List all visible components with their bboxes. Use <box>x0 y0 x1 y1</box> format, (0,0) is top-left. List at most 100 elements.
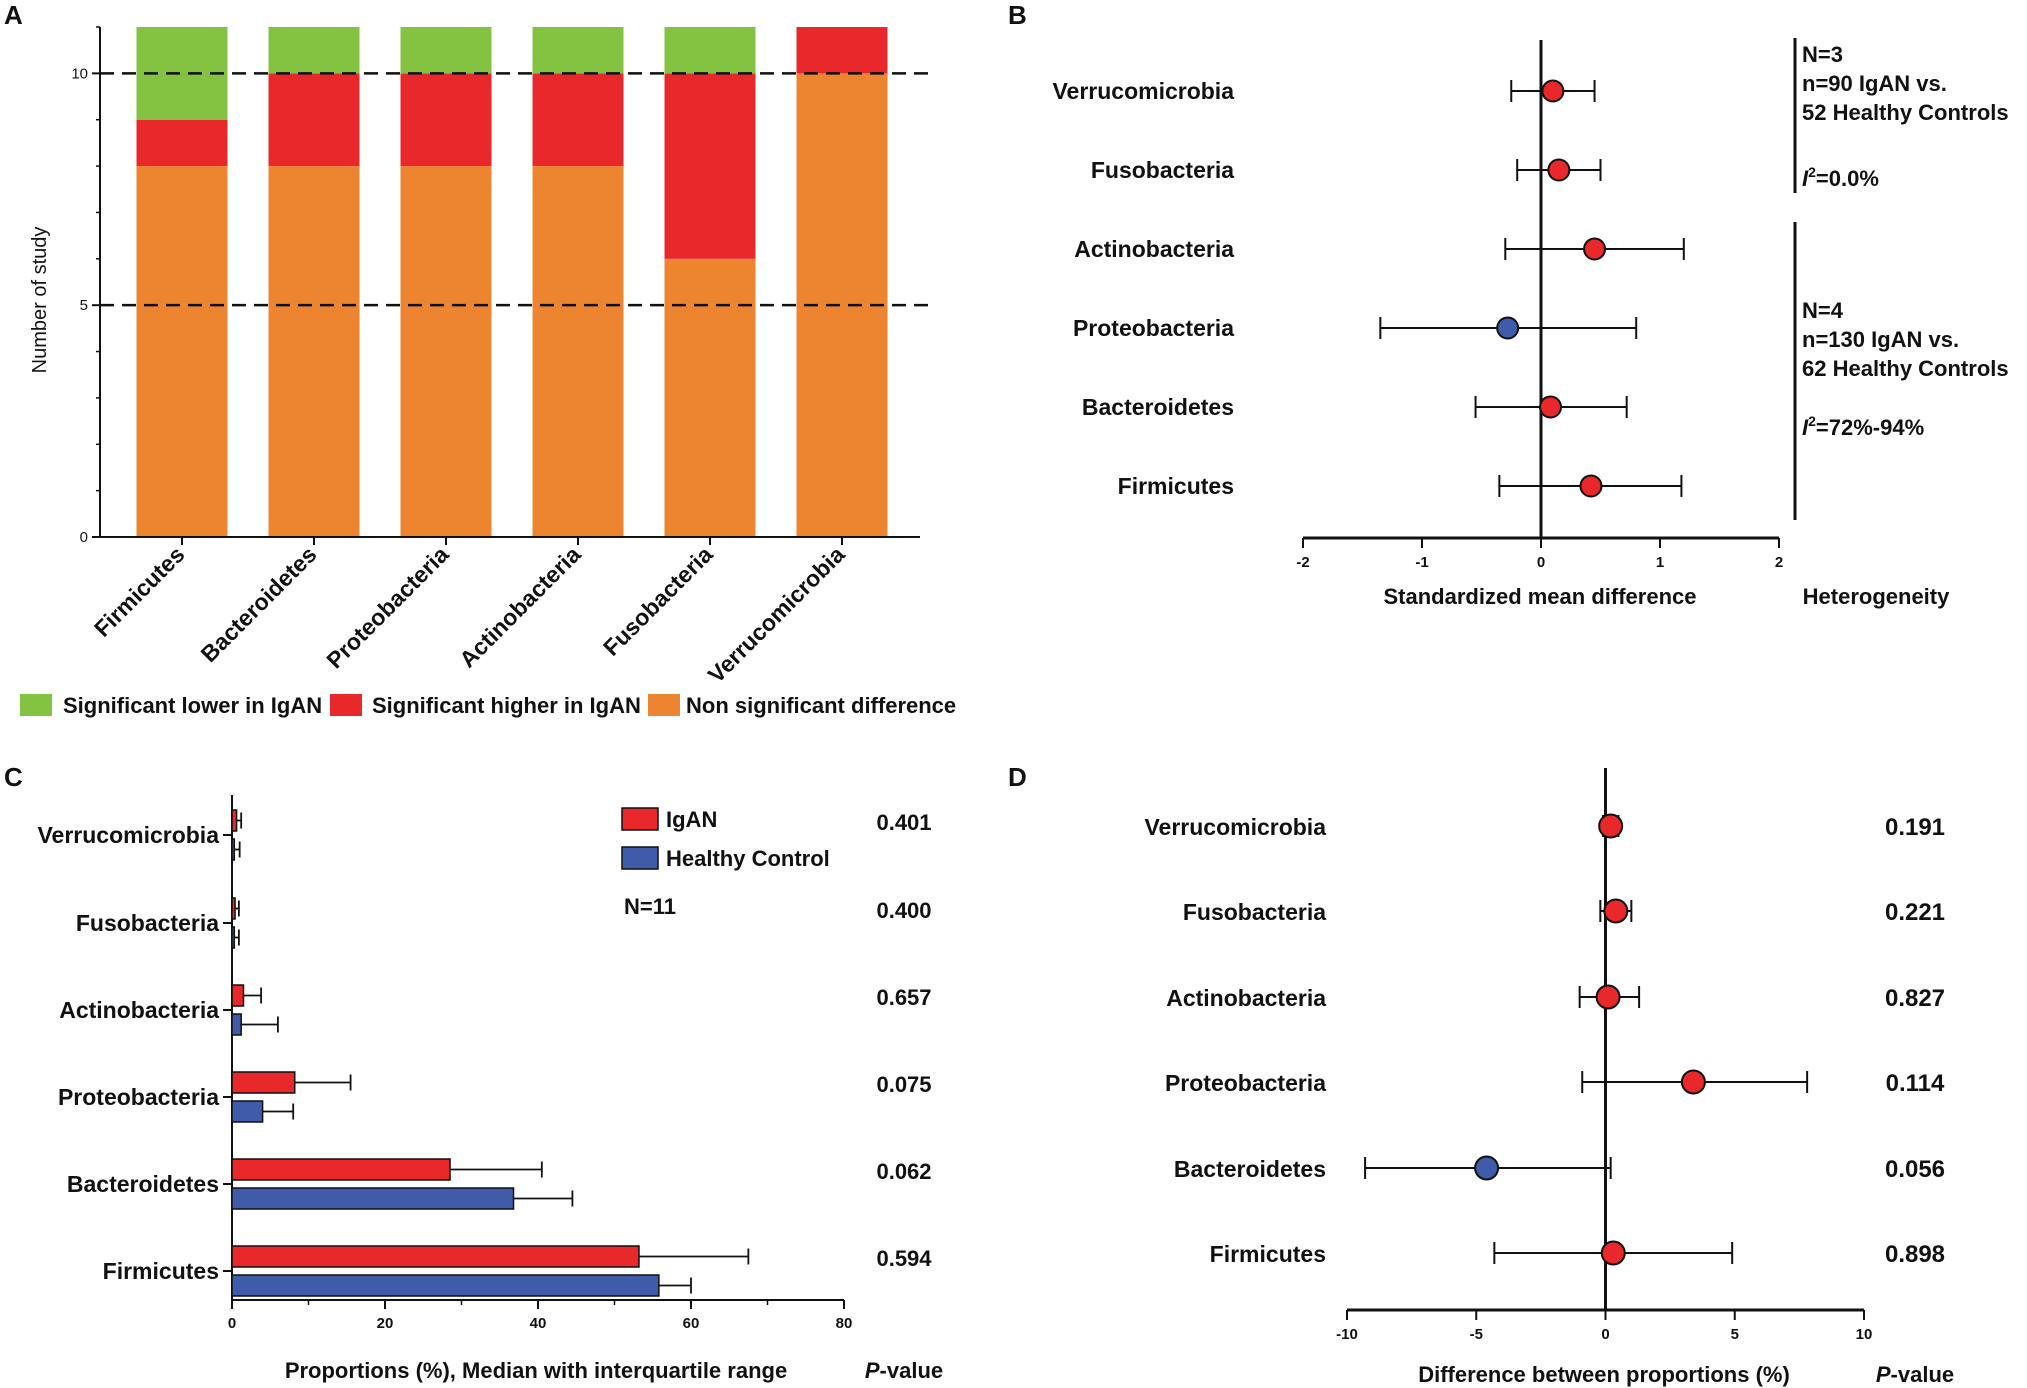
row-label-bacteroidetes: Bacteroidetes <box>1174 1156 1326 1182</box>
bar-firmicutes-healthy-control <box>231 1274 660 1297</box>
x-tick-label-60: 60 <box>683 1315 700 1332</box>
row-label-verrucomicrobia: Verrucomicrobia <box>37 822 219 848</box>
panel-d-pvalue-title: P-value <box>1876 1362 1954 1387</box>
panel-b-x-axis-title: Standardized mean difference <box>1384 584 1697 609</box>
bar-firmicutes-significant-higher-in-igan <box>136 119 228 167</box>
heterogeneity-i2-1: I2=0.0% <box>1802 164 1879 191</box>
legend-swatch-significant-higher-in-igan <box>330 694 362 716</box>
point-bacteroidetes <box>1474 1155 1500 1181</box>
row-label-proteobacteria: Proteobacteria <box>58 1084 219 1110</box>
x-tick-label-0: 0 <box>228 1315 236 1332</box>
panel-c-pvalue-title: P-value <box>865 1358 943 1383</box>
x-tick-label-80: 80 <box>836 1315 853 1332</box>
bar-verrucomicrobia-igan <box>231 809 238 832</box>
bar-proteobacteria-healthy-control <box>231 1100 264 1123</box>
bar-fusobacteria-igan <box>231 897 236 920</box>
y-tick-label-5: 5 <box>80 297 88 314</box>
row-label-bacteroidetes: Bacteroidetes <box>1082 394 1234 420</box>
pvalue-actinobacteria: 0.657 <box>876 985 931 1010</box>
heterogeneity-line-2-3: 62 Healthy Controls <box>1802 356 2009 381</box>
pvalue-actinobacteria: 0.827 <box>1885 985 1945 1012</box>
point-actinobacteria <box>1583 237 1607 261</box>
panel-c-x-axis-title: Proportions (%), Median with interquarti… <box>285 1358 787 1383</box>
bar-verrucomicrobia-healthy-control <box>231 838 236 861</box>
row-label-bacteroidetes: Bacteroidetes <box>67 1171 219 1197</box>
pvalue-proteobacteria: 0.075 <box>876 1072 931 1097</box>
bar-firmicutes-non-significant-difference <box>136 166 228 537</box>
bar-fusobacteria-significant-higher-in-igan <box>664 73 756 259</box>
bar-bacteroidetes-igan <box>231 1158 451 1181</box>
pvalue-bacteroidetes: 0.056 <box>1885 1156 1945 1183</box>
bar-bacteroidetes-significant-lower-in-igan <box>268 27 360 74</box>
point-actinobacteria <box>1595 984 1621 1010</box>
panel-d-forest-plot: -10 -5 0 5 10 Verrucomicrobia 0.191 Fusobacteri… <box>1144 768 1954 1387</box>
legend-label-igan: IgAN <box>666 807 717 832</box>
panel-d-x-axis-title: Difference between proportions (%) <box>1418 1362 1790 1387</box>
bar-proteobacteria-non-significant-difference <box>400 166 492 537</box>
legend-swatch-igan <box>621 807 659 831</box>
bar-verrucomicrobia-significant-higher-in-igan <box>796 27 888 74</box>
x-tick-label-20: 20 <box>377 1315 394 1332</box>
heterogeneity-line-1-2: n=90 IgAN vs. <box>1802 71 1947 96</box>
row-label-fusobacteria: Fusobacteria <box>76 910 219 936</box>
x-tick-label-5: 5 <box>1731 1326 1739 1343</box>
bar-actinobacteria-igan <box>231 984 245 1007</box>
point-firmicutes <box>1600 1240 1626 1266</box>
row-label-verrucomicrobia: Verrucomicrobia <box>1052 78 1234 104</box>
y-tick-label-0: 0 <box>80 529 88 546</box>
y-tick-label-10: 10 <box>71 65 88 82</box>
pvalue-verrucomicrobia: 0.401 <box>876 810 931 835</box>
panel-b-heterogeneity-title: Heterogeneity <box>1803 584 1950 609</box>
bar-fusobacteria-healthy-control <box>231 926 236 949</box>
x-tick-label-1: 1 <box>1656 554 1664 571</box>
bar-proteobacteria-significant-higher-in-igan <box>400 73 492 167</box>
x-tick-label--5: -5 <box>1470 1326 1483 1343</box>
bar-proteobacteria-igan <box>231 1071 296 1094</box>
bar-actinobacteria-significant-higher-in-igan <box>532 73 624 167</box>
x-tick-label-10: 10 <box>1856 1326 1873 1343</box>
heterogeneity-line-2-2: n=130 IgAN vs. <box>1802 327 1959 352</box>
panel-b-forest-plot: -2 -1 0 1 2 Verrucomicrobia Fusobacteria Actino… <box>1052 38 2009 609</box>
x-tick-label-fusobacteria: Fusobacteria <box>598 541 718 661</box>
point-firmicutes <box>1579 474 1603 498</box>
pvalue-firmicutes: 0.594 <box>876 1246 932 1271</box>
x-tick-label--1: -1 <box>1415 554 1428 571</box>
x-tick-label-actinobacteria: Actinobacteria <box>454 541 586 673</box>
point-fusobacteria <box>1547 158 1571 182</box>
pvalue-verrucomicrobia: 0.191 <box>1885 814 1945 841</box>
row-label-fusobacteria: Fusobacteria <box>1091 157 1234 183</box>
row-label-actinobacteria: Actinobacteria <box>59 997 219 1023</box>
x-tick-label-firmicutes: Firmicutes <box>89 541 190 642</box>
pvalue-proteobacteria: 0.114 <box>1886 1070 1945 1097</box>
x-tick-label-0: 0 <box>1601 1326 1609 1343</box>
point-verrucomicrobia <box>1598 813 1624 839</box>
row-label-actinobacteria: Actinobacteria <box>1074 236 1234 262</box>
pvalue-firmicutes: 0.898 <box>1885 1241 1945 1268</box>
bar-fusobacteria-significant-lower-in-igan <box>664 27 756 74</box>
heterogeneity-i2-2: I2=72%-94% <box>1802 413 1924 440</box>
panel-a-stacked-bar-chart: Number of study Firmicutes Bacteroidetes P… <box>20 26 956 718</box>
legend-label-healthy-control: Healthy Control <box>666 846 830 871</box>
legend-swatch-healthy-control <box>621 846 659 870</box>
row-label-firmicutes: Firmicutes <box>1118 473 1234 499</box>
heterogeneity-line-1-3: 52 Healthy Controls <box>1802 100 2009 125</box>
legend-label-significant-higher-in-igan: Significant higher in IgAN <box>372 693 641 718</box>
row-label-firmicutes: Firmicutes <box>1210 1241 1326 1267</box>
pvalue-fusobacteria: 0.221 <box>1885 899 1945 926</box>
row-label-actinobacteria: Actinobacteria <box>1166 985 1326 1011</box>
legend-swatch-significant-lower-in-igan <box>20 694 52 716</box>
pvalue-fusobacteria: 0.400 <box>876 898 931 923</box>
row-label-verrucomicrobia: Verrucomicrobia <box>1144 814 1326 840</box>
panel-c-horizontal-bar-chart: 0 20 40 60 80 Verrucomicrobia 0.401 Fusobacteri… <box>37 795 943 1383</box>
legend-swatch-non-significant-difference <box>648 694 680 716</box>
panel-letter-b: B <box>1008 0 1027 30</box>
panel-letter-c: C <box>4 762 23 792</box>
point-proteobacteria <box>1496 316 1520 340</box>
x-tick-label-40: 40 <box>530 1315 547 1332</box>
legend-label-significant-lower-in-igan: Significant lower in IgAN <box>63 693 322 718</box>
point-bacteroidetes <box>1539 395 1563 419</box>
bar-actinobacteria-significant-lower-in-igan <box>532 27 624 74</box>
x-tick-label-verrucomicrobia: Verrucomicrobia <box>703 541 850 688</box>
bar-actinobacteria-healthy-control <box>231 1013 242 1036</box>
